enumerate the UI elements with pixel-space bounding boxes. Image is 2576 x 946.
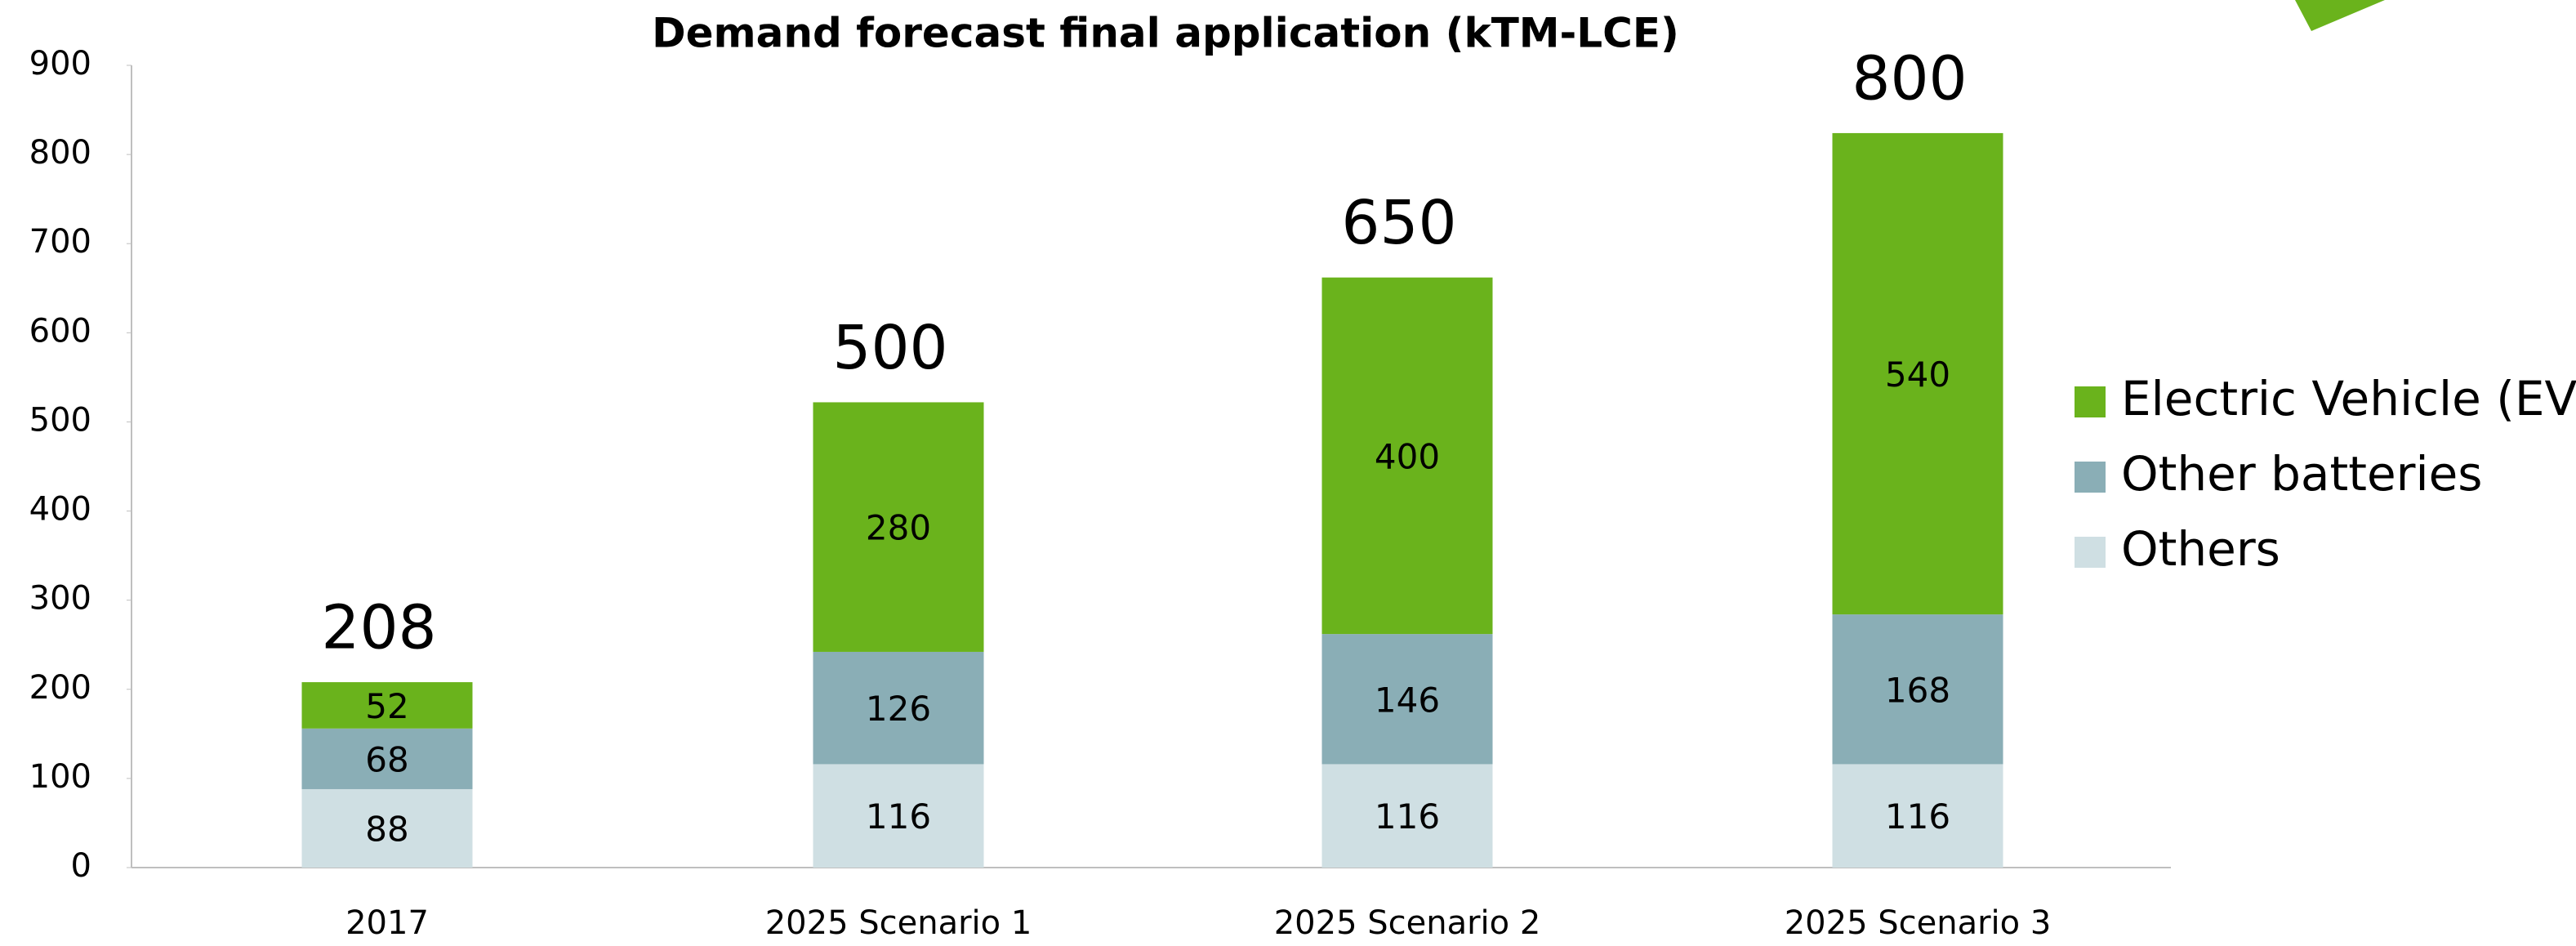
segment-label: 88 [365, 809, 408, 849]
segment-label: 126 [866, 689, 931, 729]
bar-segment [1321, 634, 1493, 765]
legend-swatch [2075, 537, 2106, 568]
x-tick-label: 2025 Scenario 3 [1785, 904, 2052, 942]
bar-segment [1321, 277, 1493, 635]
bar-segment [301, 728, 473, 789]
segment-label: 168 [1885, 670, 1950, 710]
y-tick-label: 300 [29, 580, 91, 618]
bar-segment [301, 788, 473, 868]
legend-label: Other batteries [2121, 446, 2483, 502]
bar-segment [813, 651, 984, 765]
total-label: 650 [1341, 188, 1456, 258]
segment-label: 400 [1375, 436, 1440, 476]
y-tick-label: 700 [29, 223, 91, 261]
legend-label: Others [2121, 521, 2280, 577]
segment-label: 68 [365, 739, 408, 779]
segment-label: 540 [1885, 355, 1950, 395]
segment-label: 280 [866, 508, 931, 548]
y-tick-label: 200 [29, 669, 91, 707]
y-tick-label: 600 [29, 312, 91, 350]
legend-label: Electric Vehicle (EV) [2121, 371, 2576, 426]
y-tick-label: 800 [29, 134, 91, 172]
segment-label: 116 [1375, 797, 1440, 837]
y-tick-label: 100 [29, 758, 91, 796]
bar-segment [1832, 614, 2003, 765]
x-tick-label: 2025 Scenario 2 [1274, 904, 1541, 942]
segment-label: 116 [866, 797, 931, 837]
bar-segment [813, 764, 984, 868]
total-label: 800 [1852, 43, 1967, 114]
chart-title: Demand forecast final application (kTM-L… [652, 10, 1679, 57]
segment-label: 116 [1885, 797, 1950, 837]
x-tick-label: 2025 Scenario 1 [765, 904, 1032, 942]
bar-segment [1321, 764, 1493, 868]
decoration-arrow [2295, 0, 2385, 31]
bar-segment [301, 682, 473, 729]
y-tick-label: 900 [29, 45, 91, 83]
legend-swatch [2075, 386, 2106, 417]
y-tick-label: 400 [29, 491, 91, 529]
bar-segment [1832, 764, 2003, 868]
bar-segment [813, 402, 984, 652]
y-tick-label: 500 [29, 401, 91, 439]
bar-segment [1832, 132, 2003, 615]
total-label: 500 [832, 313, 947, 383]
y-tick-label: 0 [71, 847, 91, 885]
segment-label: 52 [365, 686, 408, 726]
legend-swatch [2075, 462, 2106, 493]
x-tick-label: 2017 [345, 904, 429, 942]
segment-label: 146 [1375, 680, 1440, 720]
total-label: 208 [321, 593, 436, 663]
